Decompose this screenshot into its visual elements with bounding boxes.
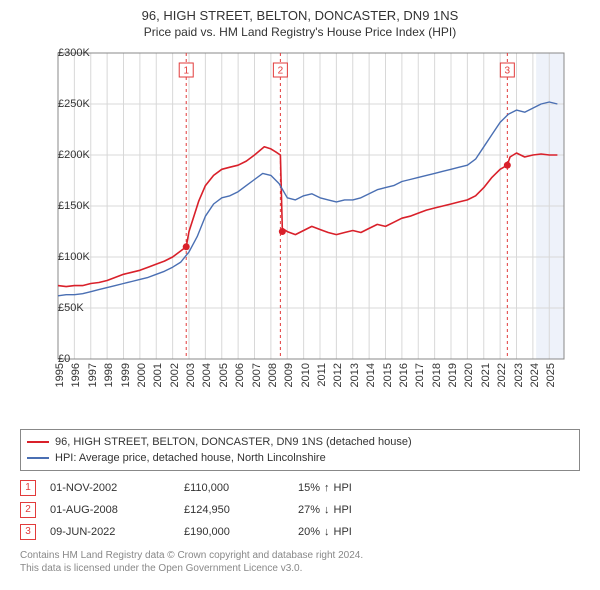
x-tick-label: 2002	[165, 363, 181, 387]
event-date: 09-JUN-2022	[50, 521, 170, 543]
y-tick-label: £50K	[58, 302, 62, 314]
chart-title: 96, HIGH STREET, BELTON, DONCASTER, DN9 …	[0, 8, 600, 23]
y-tick-label: £100K	[58, 251, 62, 263]
x-tick-label: 2011	[312, 363, 328, 387]
x-tick-label: 2025	[541, 363, 557, 387]
legend-swatch	[27, 457, 49, 459]
x-tick-label: 1999	[116, 363, 132, 387]
legend-label: 96, HIGH STREET, BELTON, DONCASTER, DN9 …	[55, 434, 412, 450]
legend-item: HPI: Average price, detached house, Nort…	[27, 450, 573, 466]
event-badge: 2	[20, 502, 36, 518]
event-date: 01-AUG-2008	[50, 499, 170, 521]
event-delta: 27%↓HPI	[298, 499, 352, 521]
title-block: 96, HIGH STREET, BELTON, DONCASTER, DN9 …	[0, 0, 600, 43]
event-price: £110,000	[184, 477, 284, 499]
legend: 96, HIGH STREET, BELTON, DONCASTER, DN9 …	[20, 429, 580, 471]
x-tick-label: 2006	[230, 363, 246, 387]
chart-subtitle: Price paid vs. HM Land Registry's House …	[0, 25, 600, 39]
legend-swatch	[27, 441, 49, 443]
legend-item: 96, HIGH STREET, BELTON, DONCASTER, DN9 …	[27, 434, 573, 450]
x-tick-label: 2019	[443, 363, 459, 387]
svg-text:3: 3	[505, 66, 511, 77]
event-badge: 1	[20, 480, 36, 496]
footer-line-1: Contains HM Land Registry data © Crown c…	[20, 549, 580, 562]
footer-attribution: Contains HM Land Registry data © Crown c…	[20, 549, 580, 575]
footer-line-2: This data is licensed under the Open Gov…	[20, 562, 580, 575]
y-tick-label: £150K	[58, 200, 62, 212]
chart-container: { "title": "96, HIGH STREET, BELTON, DON…	[0, 0, 600, 575]
event-date: 01-NOV-2002	[50, 477, 170, 499]
arrow-icon: ↑	[324, 477, 330, 499]
x-tick-label: 2022	[492, 363, 508, 387]
x-tick-label: 1995	[50, 363, 66, 387]
x-tick-label: 1997	[83, 363, 99, 387]
y-tick-label: £200K	[58, 149, 62, 161]
event-row: 3 09-JUN-2022 £190,000 20%↓HPI	[20, 521, 580, 543]
x-tick-label: 2017	[410, 363, 426, 387]
x-tick-label: 2007	[247, 363, 263, 387]
x-tick-label: 2018	[427, 363, 443, 387]
x-tick-label: 2008	[263, 363, 279, 387]
event-row: 1 01-NOV-2002 £110,000 15%↑HPI	[20, 477, 580, 499]
chart-plot-area: 123 £0£50K£100K£150K£200K£250K£300K 1995…	[20, 47, 580, 387]
x-tick-label: 2015	[378, 363, 394, 387]
event-delta: 15%↑HPI	[298, 477, 352, 499]
x-tick-label: 2003	[181, 363, 197, 387]
event-price: £124,950	[184, 499, 284, 521]
legend-label: HPI: Average price, detached house, Nort…	[55, 450, 326, 466]
y-tick-label: £300K	[58, 47, 62, 59]
x-tick-label: 2012	[328, 363, 344, 387]
x-tick-label: 2005	[214, 363, 230, 387]
svg-text:2: 2	[278, 66, 284, 77]
arrow-icon: ↓	[324, 521, 330, 543]
x-tick-label: 2004	[197, 363, 213, 387]
x-tick-label: 2001	[148, 363, 164, 387]
x-tick-label: 2024	[525, 363, 541, 387]
x-tick-label: 2000	[132, 363, 148, 387]
x-tick-label: 2021	[476, 363, 492, 387]
x-tick-label: 1998	[99, 363, 115, 387]
arrow-icon: ↓	[324, 499, 330, 521]
chart-svg: 1 2 3	[20, 47, 580, 387]
event-list: 1 01-NOV-2002 £110,000 15%↑HPI 2 01-AUG-2008 £…	[20, 477, 580, 543]
x-tick-label: 2009	[279, 363, 295, 387]
x-tick-label: 2023	[509, 363, 525, 387]
x-tick-label: 1996	[66, 363, 82, 387]
y-tick-label: £250K	[58, 98, 62, 110]
event-delta: 20%↓HPI	[298, 521, 352, 543]
x-tick-label: 2016	[394, 363, 410, 387]
event-badge: 3	[20, 524, 36, 540]
event-row: 2 01-AUG-2008 £124,950 27%↓HPI	[20, 499, 580, 521]
x-tick-label: 2020	[459, 363, 475, 387]
event-price: £190,000	[184, 521, 284, 543]
x-tick-label: 2010	[296, 363, 312, 387]
svg-text:1: 1	[183, 66, 189, 77]
x-tick-label: 2013	[345, 363, 361, 387]
x-tick-label: 2014	[361, 363, 377, 387]
